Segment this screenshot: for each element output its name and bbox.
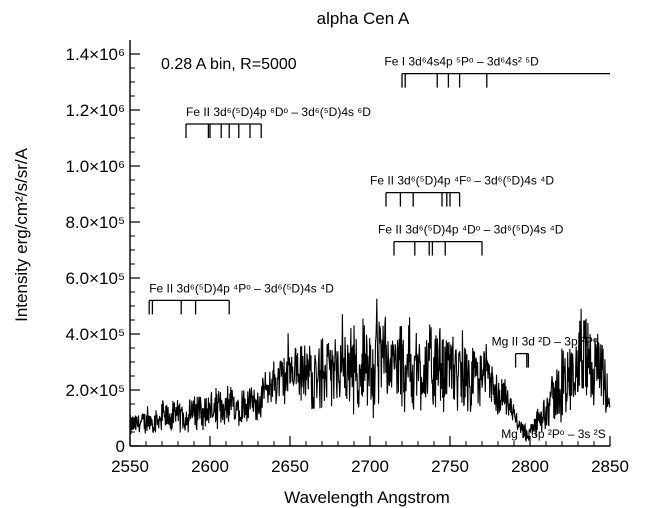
y-tick-label: 8.0×10⁵	[65, 213, 125, 232]
y-tick-label: 2.0×10⁵	[65, 381, 125, 400]
y-tick-label: 4.0×10⁵	[65, 325, 125, 344]
spectrum-line	[129, 298, 611, 443]
x-tick-label: 2650	[271, 457, 309, 476]
line-id-label: Mg II 3d ²D – 3p ²Pᵒ	[492, 335, 598, 349]
line-id-label: Fe II 3d⁶(⁵D)4p ⁴Fᵒ – 3d⁶(⁵D)4s ⁴D	[370, 174, 554, 188]
y-tick-label: 1.0×10⁶	[66, 157, 125, 176]
x-tick-label: 2600	[191, 457, 229, 476]
line-id-label: Fe II 3d⁶(⁵D)4p ⁶Dᵒ – 3d⁶(⁵D)4s ⁶D	[186, 105, 371, 119]
y-tick-label: 6.0×10⁵	[65, 269, 125, 288]
y-tick-label: 0	[116, 437, 125, 456]
y-axis-label: Intensity erg/cm²/s/sr/A	[12, 147, 31, 321]
x-tick-label: 2800	[511, 457, 549, 476]
x-tick-label: 2850	[591, 457, 629, 476]
line-id-label: Mg II 3p ²Pᵒ – 3s ²S	[501, 427, 606, 441]
plot-area: 2550 2600 2650 2700 2750 2800 2850 0 2.0×10⁵ 4.0×…	[65, 40, 629, 476]
line-id-label: Fe I 3d⁶4s4p ⁵Pᵒ – 3d⁶4s² ⁵D	[384, 55, 539, 69]
y-tick-label: 1.4×10⁶	[66, 45, 125, 64]
x-tick-label: 2750	[431, 457, 469, 476]
x-axis-label: Wavelength Angstrom	[284, 488, 450, 507]
line-id-label: Fe II 3d⁶(⁵D)4p ⁴Pᵒ – 3d⁶(⁵D)4s ⁴D	[149, 281, 334, 295]
bin-annotation: 0.28 A bin, R=5000	[161, 56, 297, 73]
line-id-label: Fe II 3d⁶(⁵D)4p ⁴Dᵒ – 3d⁶(⁵D)4s ⁴D	[378, 223, 564, 237]
chart-title: alpha Cen A	[317, 9, 410, 28]
y-tick-label: 1.2×10⁶	[66, 101, 125, 120]
x-tick-label: 2700	[351, 457, 389, 476]
x-tick-label: 2550	[111, 457, 149, 476]
